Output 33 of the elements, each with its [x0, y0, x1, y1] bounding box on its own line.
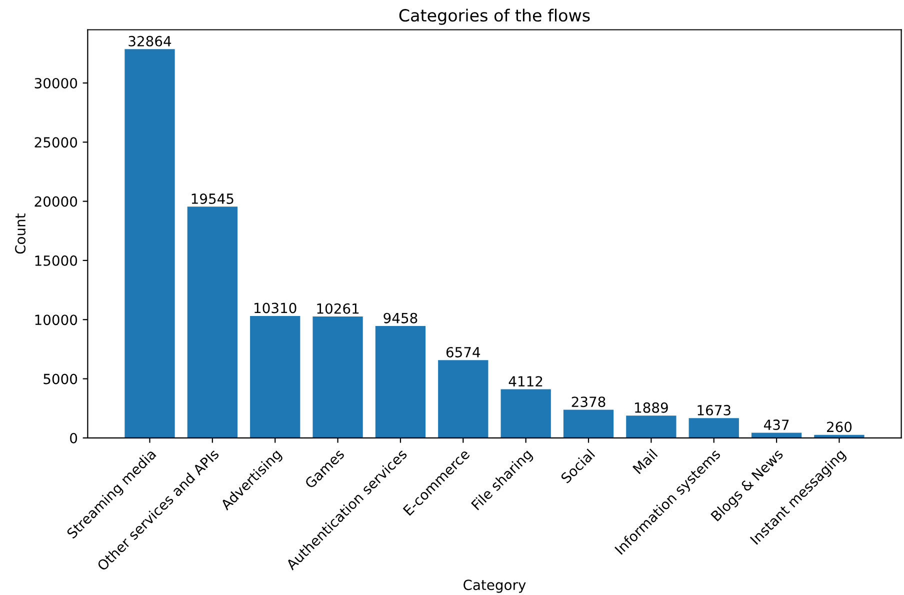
data-label: 6574: [446, 346, 480, 358]
data-label: 9458: [384, 312, 418, 324]
bar: [751, 432, 802, 438]
data-label: 10261: [317, 303, 359, 314]
data-label: 19545: [192, 193, 234, 204]
bar: [626, 416, 676, 438]
y-tick-label: 25000: [34, 137, 78, 148]
y-tick-label: 10000: [35, 314, 78, 326]
data-label: 2378: [572, 396, 606, 408]
y-tick-label: 20000: [34, 196, 78, 207]
data-label: 1889: [635, 402, 668, 413]
data-label: 260: [826, 422, 852, 432]
data-label: 32864: [128, 36, 172, 46]
bar: [375, 326, 426, 438]
bar: [500, 389, 551, 438]
y-tick-label: 5000: [44, 374, 78, 384]
bar: [438, 360, 488, 438]
bar: [312, 316, 363, 438]
y-tick-label: 0: [70, 432, 78, 444]
data-label: 10310: [254, 302, 296, 314]
data-label: 4112: [508, 376, 542, 386]
x-axis-title: Category: [464, 580, 526, 593]
data-label: 437: [764, 420, 789, 430]
y-axis-title: Count: [15, 214, 26, 254]
y-tick-label: 30000: [34, 78, 78, 88]
bar: [563, 410, 614, 438]
bar: [688, 418, 739, 438]
bar: [187, 206, 238, 438]
y-tick-label: 15000: [35, 255, 78, 266]
bar: [250, 316, 300, 438]
bar: [124, 49, 175, 438]
data-label: 1673: [698, 404, 730, 416]
chart-title: Categories of the flows: [399, 8, 590, 25]
